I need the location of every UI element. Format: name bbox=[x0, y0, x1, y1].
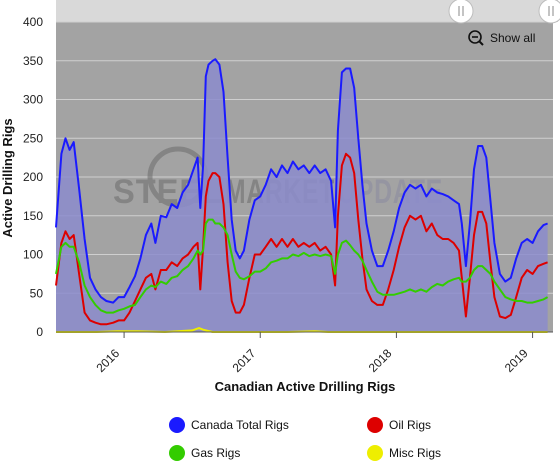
y-axis-title: Active Drilling Rigs bbox=[0, 118, 15, 237]
y-tick-label: 0 bbox=[36, 325, 43, 339]
x-axis-title: Canadian Active Drilling Rigs bbox=[215, 379, 396, 394]
show-all-label: Show all bbox=[490, 31, 535, 45]
y-tick-label: 50 bbox=[30, 286, 44, 300]
y-tick-label: 400 bbox=[23, 15, 43, 29]
legend-marker bbox=[367, 417, 383, 433]
legend-label: Gas Rigs bbox=[191, 446, 240, 460]
legend-marker bbox=[169, 417, 185, 433]
y-tick-label: 100 bbox=[23, 248, 43, 262]
legend-label: Oil Rigs bbox=[389, 418, 431, 432]
zoom-navigator[interactable] bbox=[56, 0, 558, 22]
legend: Canada Total Rigs Oil Rigs Gas Rigs Misc Ri… bbox=[169, 417, 441, 461]
legend-marker bbox=[169, 445, 185, 461]
legend-item-1[interactable]: Oil Rigs bbox=[367, 417, 431, 433]
y-tick-label: 350 bbox=[23, 54, 43, 68]
legend-item-3[interactable]: Misc Rigs bbox=[367, 445, 441, 461]
legend-item-0[interactable]: Canada Total Rigs bbox=[169, 417, 289, 433]
y-axis: 0 50 100 150 200 250 300 350 400 bbox=[23, 15, 43, 339]
legend-marker bbox=[367, 445, 383, 461]
left-drag-handle[interactable] bbox=[448, 0, 474, 24]
y-tick-label: 200 bbox=[23, 170, 43, 184]
legend-item-2[interactable]: Gas Rigs bbox=[169, 445, 240, 461]
zoom-out-icon bbox=[468, 30, 484, 46]
show-all-button[interactable]: Show all bbox=[462, 27, 546, 49]
series-line-0[interactable] bbox=[55, 58, 548, 304]
legend-label: Misc Rigs bbox=[389, 446, 441, 460]
x-tick-label: 2016 bbox=[93, 346, 122, 375]
y-tick-label: 250 bbox=[23, 131, 43, 145]
x-axis: 2016 2017 2018 2019 bbox=[56, 331, 553, 375]
x-tick-label: 2017 bbox=[230, 346, 259, 375]
legend-label: Canada Total Rigs bbox=[191, 418, 289, 432]
x-tick-label: 2019 bbox=[502, 346, 531, 375]
series-line-1[interactable] bbox=[55, 152, 548, 326]
y-tick-label: 300 bbox=[23, 93, 43, 107]
y-tick-label: 150 bbox=[23, 209, 43, 223]
right-drag-handle[interactable] bbox=[538, 0, 560, 24]
series-line-2[interactable] bbox=[55, 218, 549, 314]
x-tick-label: 2018 bbox=[366, 346, 395, 375]
